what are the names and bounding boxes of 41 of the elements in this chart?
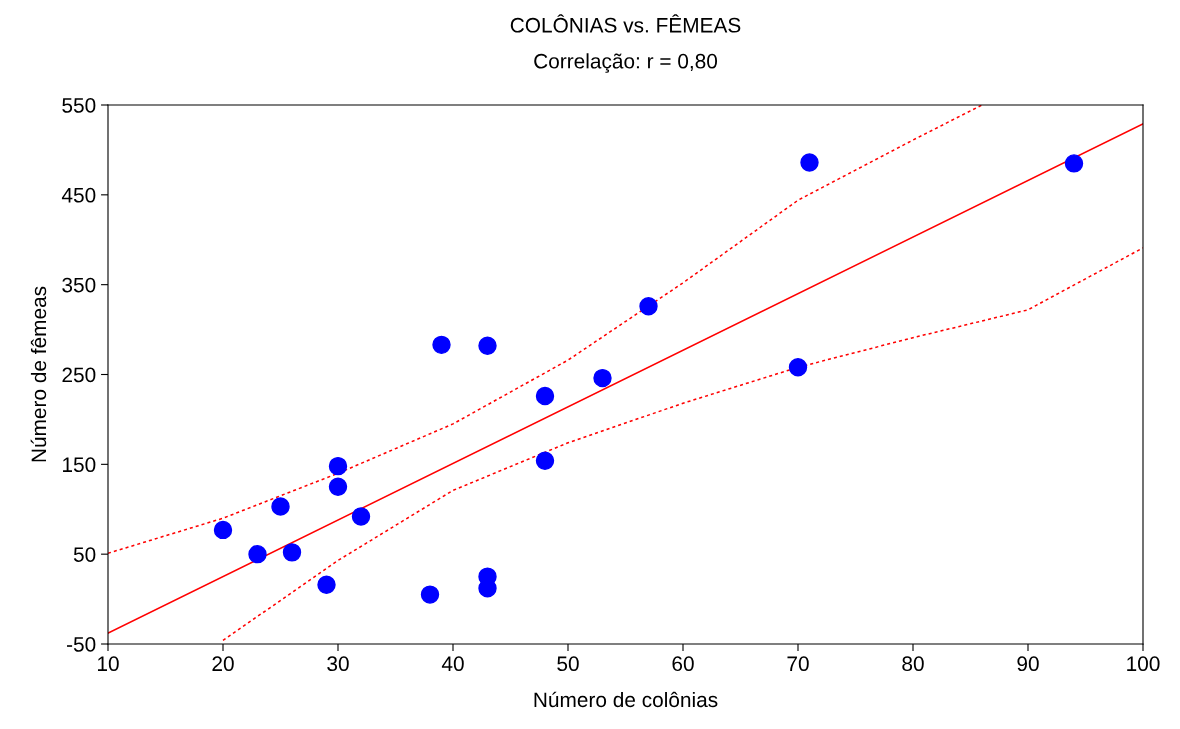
x-tick-label: 50 xyxy=(557,656,579,672)
point xyxy=(639,297,658,316)
chart-subtitle: Correlação: r = 0,80 xyxy=(534,53,718,73)
point xyxy=(788,358,808,377)
point xyxy=(432,335,451,355)
chart-title: COLÔNIAS vs. FÊMEAS xyxy=(510,14,741,33)
x-axis-title: Número de colônias xyxy=(534,691,718,708)
x-tick-label: 60 xyxy=(672,656,694,672)
point xyxy=(271,497,290,516)
point xyxy=(535,451,555,470)
x-tick-label: 40 xyxy=(441,656,464,672)
y-tick-label: -50 xyxy=(67,637,96,652)
point xyxy=(248,544,267,564)
point xyxy=(1064,154,1084,173)
line-series xyxy=(222,247,1143,642)
point xyxy=(593,368,612,388)
point xyxy=(351,507,371,526)
point xyxy=(328,477,348,496)
y-tick-label: 450 xyxy=(61,187,96,203)
point xyxy=(317,575,336,594)
point xyxy=(282,543,302,562)
x-tick-label: 80 xyxy=(902,656,924,672)
x-tick-label: 100 xyxy=(1127,656,1160,672)
point xyxy=(328,456,348,476)
point xyxy=(535,386,555,406)
y-tick-label: 150 xyxy=(63,457,96,473)
x-tick-label: 30 xyxy=(327,656,349,672)
y-tick-label: 350 xyxy=(62,277,96,293)
point xyxy=(213,520,233,540)
point xyxy=(420,585,440,604)
y-tick-label: 50 xyxy=(73,547,96,562)
y-axis-title: Número de fêmeas xyxy=(30,286,47,462)
point xyxy=(478,336,497,355)
x-tick-label: 10 xyxy=(98,656,119,672)
x-tick-label: 90 xyxy=(1017,656,1039,672)
y-tick-label: 550 xyxy=(62,98,96,113)
x-tick-label: 70 xyxy=(787,656,809,672)
y-tick-label: 250 xyxy=(62,367,96,383)
line-series xyxy=(108,105,983,555)
x-tick-label: 20 xyxy=(212,656,234,672)
point xyxy=(800,153,819,172)
